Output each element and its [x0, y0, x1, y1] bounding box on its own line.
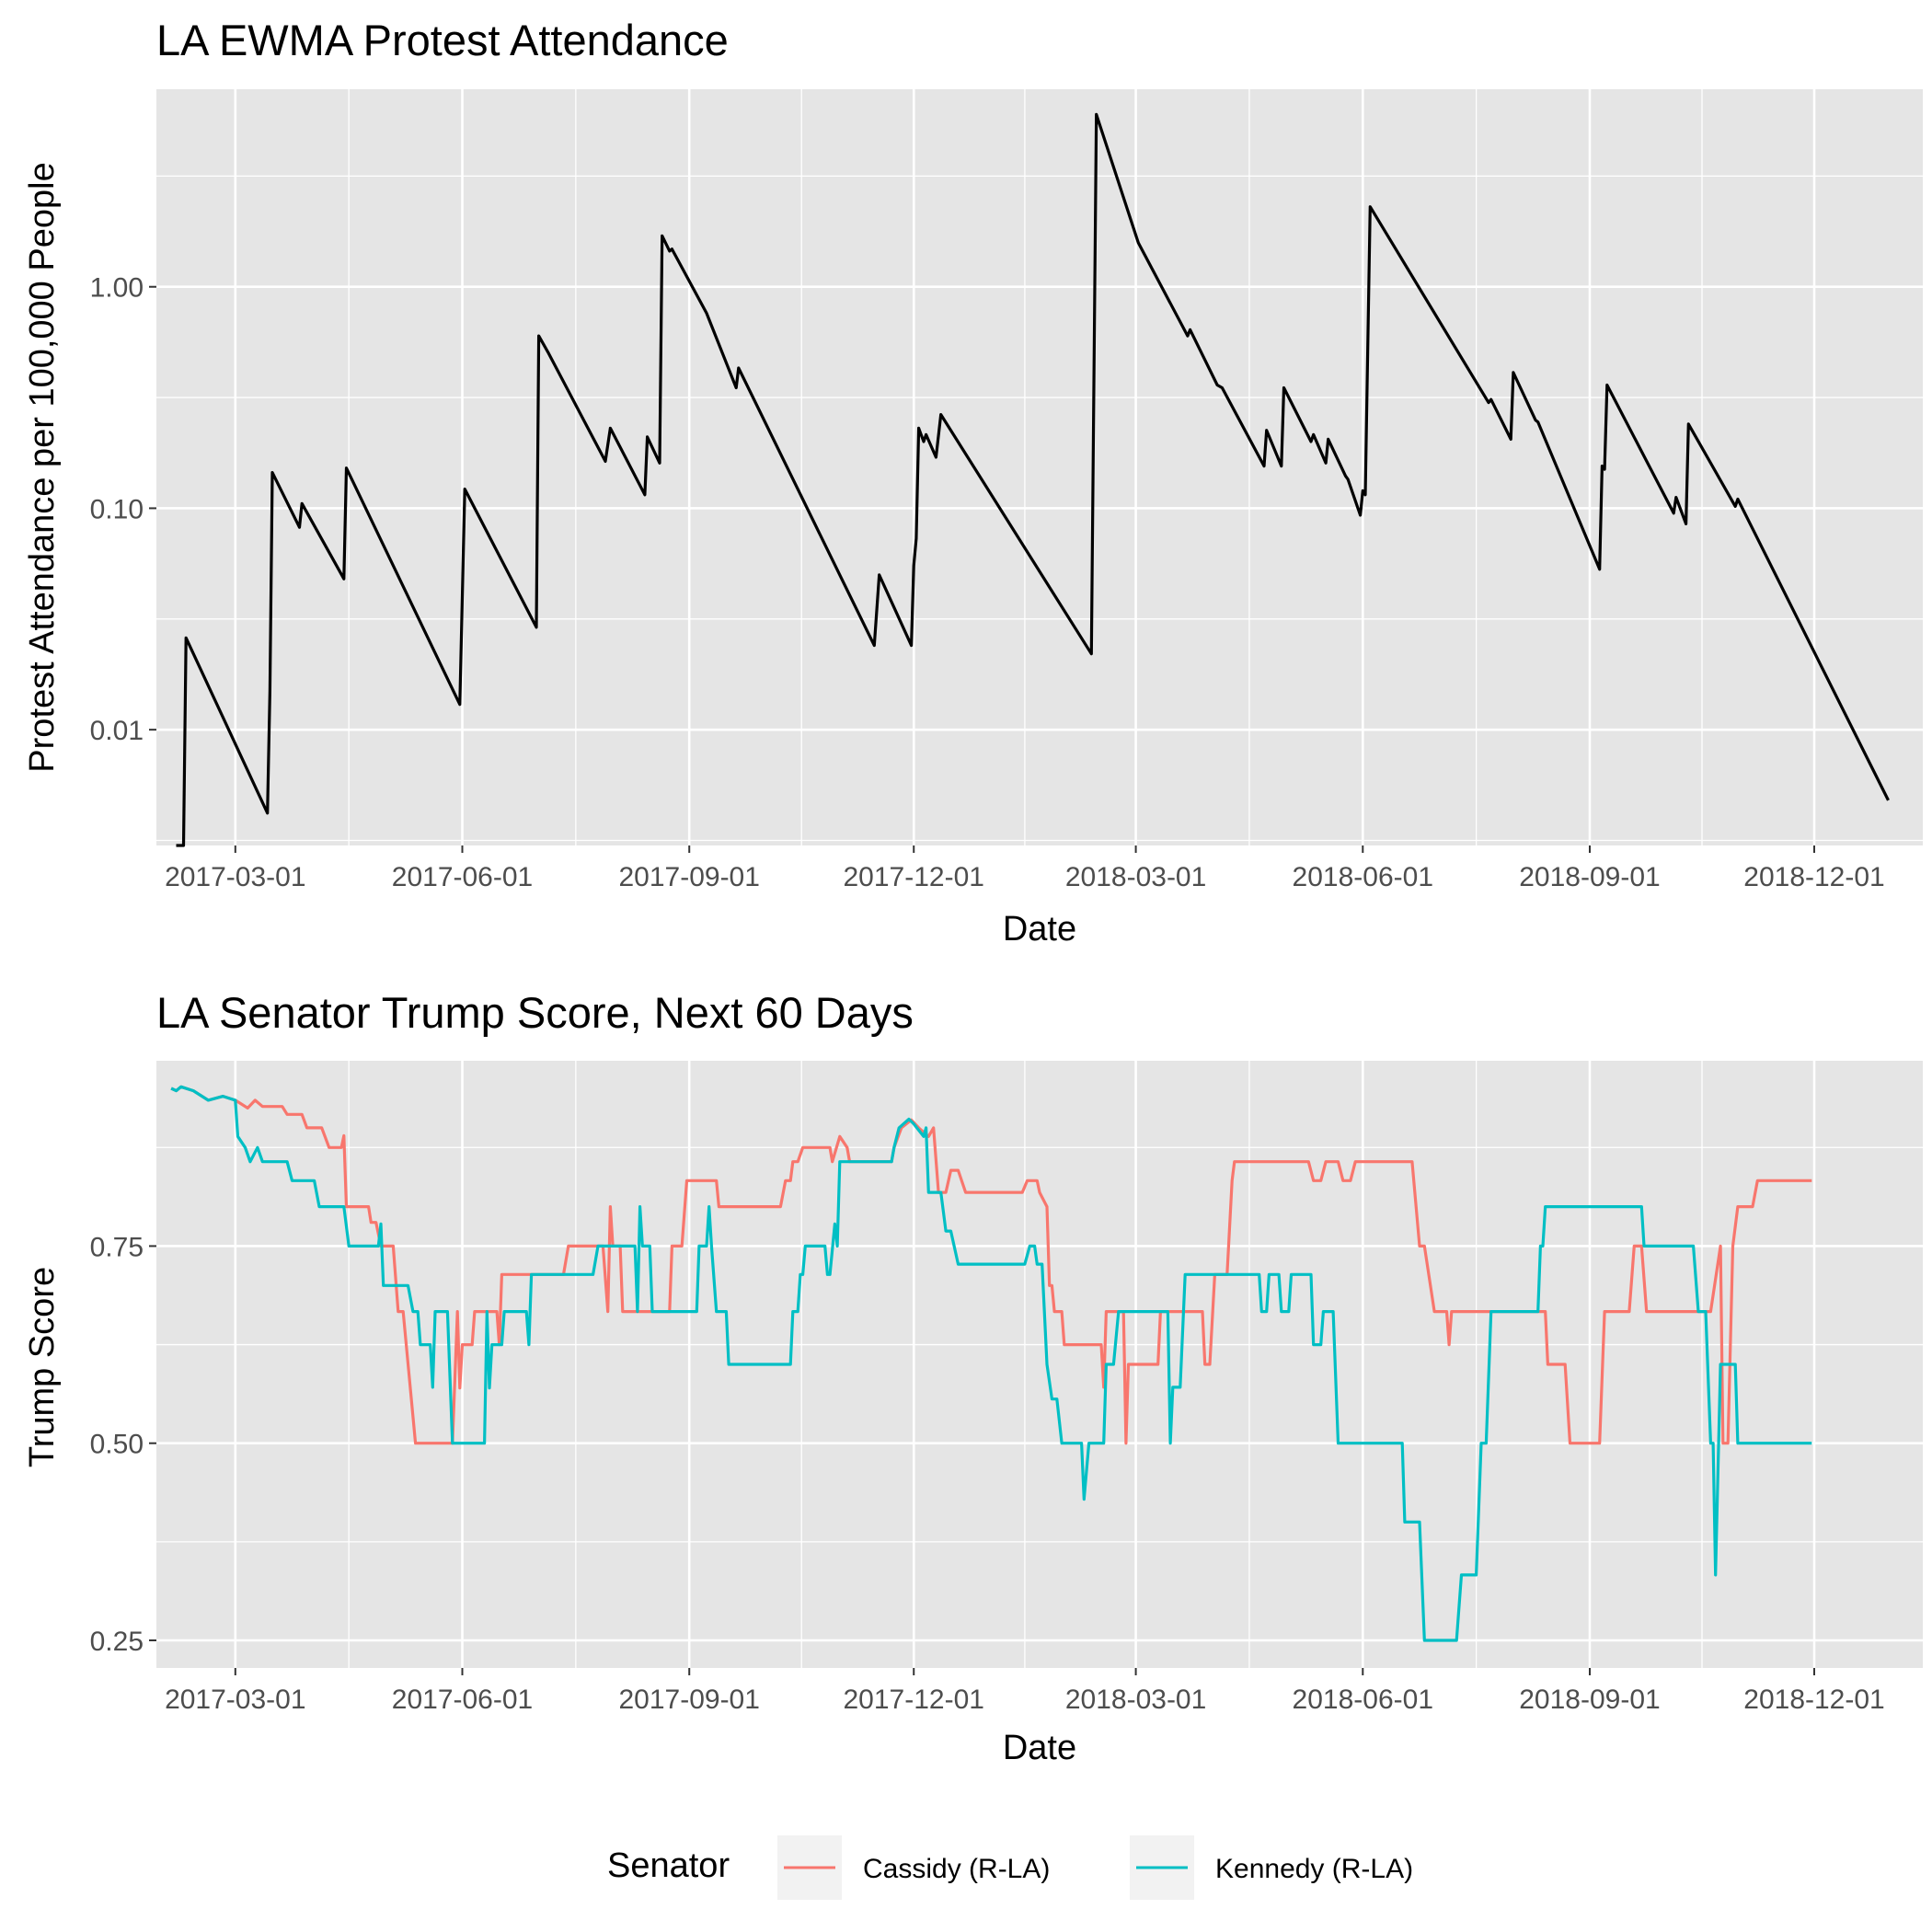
y-tick-label: 0.25 [90, 1627, 144, 1657]
trump-score-gridlines [156, 1061, 1923, 1668]
protest-y-axis-title: Protest Attendance per 100,000 People [23, 162, 62, 772]
x-tick-label: 2018-12-01 [1743, 862, 1884, 892]
x-tick-label: 2018-12-01 [1743, 1685, 1884, 1715]
y-tick-label: 1.00 [90, 273, 144, 304]
trump-score-plot-panel [156, 1061, 1923, 1668]
y-tick-label: 0.10 [90, 494, 144, 524]
x-tick-label: 2018-03-01 [1065, 1685, 1206, 1715]
x-tick-label: 2017-09-01 [618, 1685, 759, 1715]
protest-x-axis-title: Date [1003, 910, 1076, 949]
protest-y-axis: 0.01 0.10 1.00 [90, 273, 156, 746]
x-tick-label: 2017-03-01 [165, 1685, 305, 1715]
trump-score-chart-title: LA Senator Trump Score, Next 60 Days [156, 988, 914, 1037]
protest-chart-title: LA EWMA Protest Attendance [156, 16, 729, 64]
x-tick-label: 2017-12-01 [844, 862, 984, 892]
trump-score-chart: LA Senator Trump Score, Next 60 Days 201… [23, 988, 1923, 1767]
trump-score-series [170, 1085, 1812, 1642]
x-tick-label: 2017-09-01 [618, 862, 759, 892]
trump-score-y-axis-title: Trump Score [23, 1267, 62, 1467]
series-line-protest-attendance [176, 112, 1890, 847]
legend: Senator Cassidy (R-LA) Kennedy (R-LA) [607, 1835, 1413, 1900]
y-tick-label: 0.75 [90, 1232, 144, 1262]
x-tick-label: 2018-06-01 [1293, 1685, 1433, 1715]
y-tick-label: 0.01 [90, 716, 144, 746]
x-tick-label: 2017-06-01 [392, 862, 533, 892]
trump-score-y-axis: 0.25 0.50 0.75 [90, 1232, 156, 1657]
legend-label-kennedy: Kennedy (R-LA) [1215, 1854, 1413, 1884]
protest-x-axis: 2017-03-01 2017-06-01 2017-09-01 2017-12-01… [165, 845, 1885, 892]
protest-chart: LA EWMA Protest Attendance 2017-03-01 201… [23, 16, 1923, 949]
x-tick-label: 2017-03-01 [165, 862, 305, 892]
trump-score-x-axis: 2017-03-01 2017-06-01 2017-09-01 2017-12-01… [165, 1668, 1885, 1715]
x-tick-label: 2018-09-01 [1519, 862, 1660, 892]
legend-title: Senator [607, 1846, 730, 1885]
x-tick-label: 2017-06-01 [392, 1685, 533, 1715]
protest-plot-panel [156, 89, 1923, 845]
x-tick-label: 2018-09-01 [1519, 1685, 1660, 1715]
x-tick-label: 2017-12-01 [844, 1685, 984, 1715]
x-tick-label: 2018-03-01 [1065, 862, 1206, 892]
legend-label-cassidy: Cassidy (R-LA) [863, 1854, 1050, 1884]
protest-gridlines [156, 89, 1923, 845]
y-tick-label: 0.50 [90, 1430, 144, 1460]
series-line-kennedy [170, 1085, 1812, 1642]
trump-score-x-axis-title: Date [1003, 1729, 1076, 1767]
protest-series [176, 112, 1890, 847]
x-tick-label: 2018-06-01 [1293, 862, 1433, 892]
